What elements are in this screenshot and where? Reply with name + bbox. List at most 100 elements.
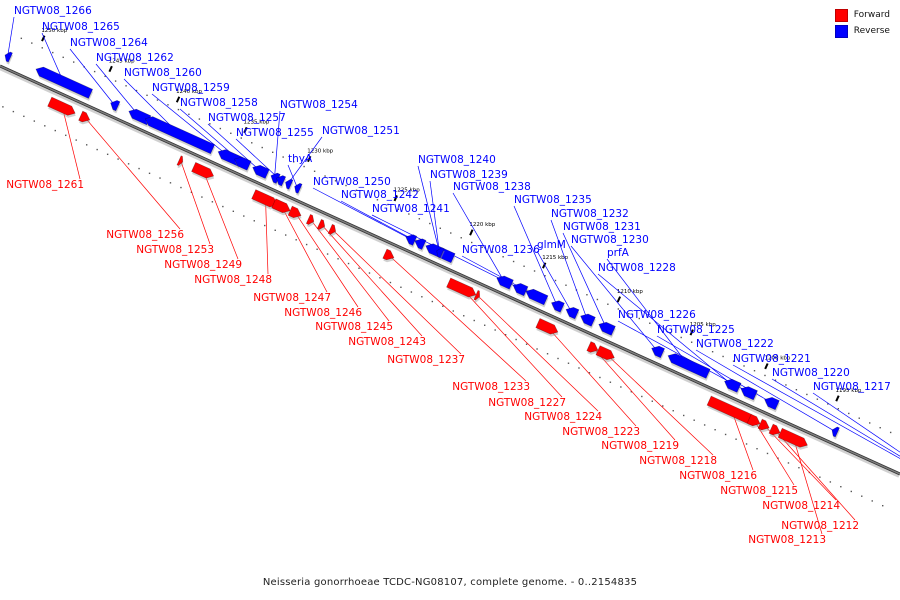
gene-arrow[interactable] [595,345,617,363]
gene-ngtw08-1215[interactable] [746,413,763,431]
gene-arrow[interactable] [316,218,327,231]
gene-arrow[interactable] [579,311,596,327]
minor-tick-dot [408,213,410,215]
gene-arrow[interactable] [435,246,445,259]
gene-ngtw08-1256[interactable] [78,110,93,127]
gene-arrow[interactable] [511,281,529,297]
gene-ngtw08-1266[interactable] [2,51,14,65]
gene-ngtw08-1214[interactable] [757,418,772,435]
gene-ngtw08-1249[interactable] [191,161,217,183]
gene-arrow[interactable] [564,305,580,320]
gene-arrow[interactable] [830,425,840,438]
minor-tick-dot [662,405,664,407]
gene-arrow[interactable] [404,232,418,246]
gene-ngtw08-1264[interactable] [108,98,122,114]
gene-arrow[interactable] [269,171,281,184]
gene-ngtw08-1245[interactable] [305,214,317,228]
gene-arrow[interactable] [305,214,316,226]
gene-ngtw08-1233[interactable] [382,248,397,265]
gene-ngtw08-1241[interactable] [510,281,529,299]
gene-arrow[interactable] [78,110,92,124]
gene-ngtw08-1228[interactable] [722,377,743,395]
gene-arrow[interactable] [535,318,560,336]
gene-ngtw08-1213[interactable] [777,427,811,452]
gene-ngtw08-1212[interactable] [768,423,783,440]
gene-glmm[interactable] [563,305,580,322]
gene-labels: NGTW08_1266 NGTW08_1265 NGTW08_1264 NGTW08_… [6,5,891,546]
gene-arrow[interactable] [143,114,216,155]
label-ngtw08-1215: NGTW08_1215 [720,485,798,497]
gene-arrow[interactable] [446,277,478,299]
gene-arrow[interactable] [762,395,780,411]
gene-ngtw08-1227[interactable] [446,277,480,302]
gene-ngtw08-1226[interactable] [738,384,759,403]
gene-arrow[interactable] [271,198,293,216]
gene-arrow[interactable] [746,413,762,428]
leader-ngtw08-1213 [793,438,823,535]
gene-arrow[interactable] [586,341,600,355]
label-ngtw08-1254: NGTW08_1254 [280,99,358,111]
gene-ngtw08-1242[interactable] [412,236,427,252]
gene-ngtw08-1261[interactable] [47,96,79,120]
gene-ngtw08-1255[interactable] [273,174,287,189]
gene-arrow[interactable] [109,98,121,112]
gene-arrow[interactable] [473,289,482,301]
gene-ngtw08-1243[interactable] [316,218,328,233]
gene-ngtw08-1265[interactable] [33,65,94,101]
gene-ngtw08-1238[interactable] [494,273,515,292]
gene-arrow[interactable] [495,273,514,290]
gene-arrow[interactable] [176,155,185,167]
gene-arrow[interactable] [768,423,782,437]
minor-tick-dot [586,294,588,296]
gene-arrow[interactable] [283,178,294,190]
gene-ngtw08-1257[interactable] [250,163,271,181]
gene-ngtw08-1239[interactable] [434,246,446,261]
gene-ngtw08-1230[interactable] [649,344,666,361]
gene-arrow[interactable] [777,427,809,449]
label-glmm: glmM [537,239,566,251]
gene-arrow[interactable] [739,384,758,401]
gene-arrow[interactable] [524,287,549,306]
gene-ngtw08-1232[interactable] [578,311,597,329]
gene-arrow[interactable] [293,182,303,194]
gene-ngtw08-1235[interactable] [549,298,566,315]
gene-ngtw08-1253[interactable] [176,155,186,169]
gene-ngtw08-1218[interactable] [595,345,618,365]
gene-arrow[interactable] [327,223,338,236]
gene-ngtw08-1223[interactable] [535,318,561,339]
gene-ngtw08-1247[interactable] [271,198,294,218]
gene-arrow[interactable] [232,155,252,171]
gene-ngtw08-1258[interactable] [232,155,253,173]
gene-ngtw08-1231[interactable] [596,320,617,338]
gene-ngtw08-1246[interactable] [287,205,304,223]
gene-ngtw08-1237[interactable] [327,223,339,238]
gene-arrow[interactable] [722,377,742,393]
gene-prfa[interactable] [665,351,711,381]
gene-arrow[interactable] [413,236,427,250]
gene-ngtw08-1222[interactable] [829,425,841,440]
gene-ngtw08-1225[interactable] [762,395,781,413]
gene-ngtw08-1260[interactable] [142,114,216,157]
gene-arrow[interactable] [597,320,616,336]
gene-ngtw08-1224[interactable] [473,289,483,303]
gene-arrow[interactable] [274,174,287,187]
gene-arrow[interactable] [251,163,270,179]
minor-tick-dot [722,355,724,358]
gene-arrow[interactable] [47,96,78,118]
gene-arrow[interactable] [549,298,565,313]
gene-ngtw08-1251[interactable] [283,178,295,192]
label-ngtw08-1240: NGTW08_1240 [418,154,496,166]
gene-ngtw08-1236[interactable] [523,287,549,308]
gene-arrow[interactable] [191,161,216,180]
gene-ngtw08-1219[interactable] [586,341,601,358]
gene-arrow[interactable] [34,65,94,99]
minor-tick-dot [450,232,452,234]
gene-arrow[interactable] [650,344,666,359]
gene-arrow[interactable] [3,51,13,63]
gene-arrow[interactable] [666,351,711,379]
gene-arrow[interactable] [757,418,771,432]
gene-arrow[interactable] [382,248,396,262]
gene-arrow[interactable] [287,205,303,220]
gene-thya[interactable] [292,182,304,196]
gene-ngtw08-1250[interactable] [403,232,418,248]
